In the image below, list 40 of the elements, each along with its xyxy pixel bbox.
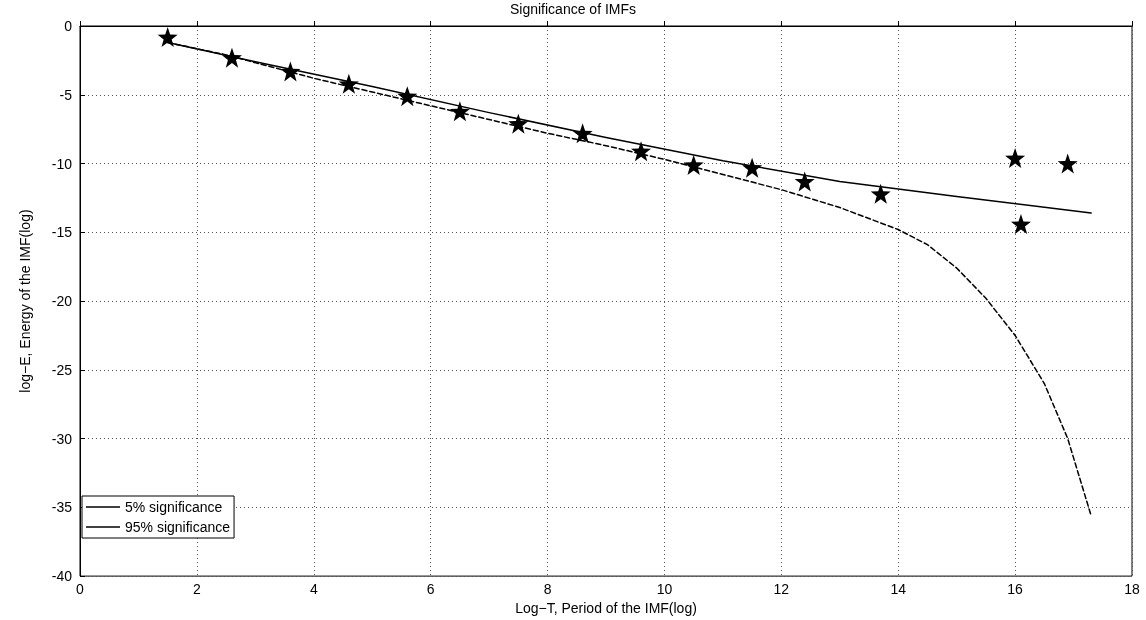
x-tick-label: 16 xyxy=(1007,581,1024,598)
y-tick-label: -15 xyxy=(51,224,73,241)
point xyxy=(221,47,242,68)
point xyxy=(794,171,815,192)
legend-label: 95% significance xyxy=(125,519,231,535)
x-tick-label: 10 xyxy=(656,581,673,598)
x-tick-label: 14 xyxy=(890,581,907,598)
point xyxy=(1010,214,1031,235)
point xyxy=(338,73,359,94)
point xyxy=(870,183,891,204)
x-tick-label: 6 xyxy=(426,581,435,598)
x-tick-label: 18 xyxy=(1124,581,1140,598)
x-tick-label: 12 xyxy=(773,581,790,598)
y-tick-label: -35 xyxy=(51,499,73,516)
point xyxy=(572,123,593,144)
legend-label: 5% significance xyxy=(125,499,223,515)
y-tick-label: -10 xyxy=(51,155,73,172)
x-tick-label: 8 xyxy=(543,581,552,598)
y-tick-label: -5 xyxy=(59,86,73,103)
y-tick-label: -30 xyxy=(51,430,73,447)
point xyxy=(449,101,470,122)
point xyxy=(742,157,763,178)
point xyxy=(1005,148,1026,169)
y-tick-label: -25 xyxy=(51,361,73,378)
y-tick-label: -40 xyxy=(51,568,73,585)
x-tick-label: 4 xyxy=(309,581,318,598)
chart-title: Significance of IMFs xyxy=(509,1,637,17)
point xyxy=(1057,153,1078,174)
x-tick-label: 0 xyxy=(76,581,85,598)
point xyxy=(280,61,301,82)
x-tick-label: 2 xyxy=(192,581,201,598)
y-tick-label: -20 xyxy=(51,293,73,310)
point xyxy=(683,154,704,175)
point xyxy=(508,113,529,134)
y-axis-title: log−E, Energy of the IMF(log) xyxy=(17,209,33,393)
x-axis-title: Log−T, Period of the IMF(log) xyxy=(515,600,697,616)
y-tick-label: 0 xyxy=(64,18,73,34)
point xyxy=(397,86,418,107)
point xyxy=(157,27,178,47)
point xyxy=(631,141,652,162)
